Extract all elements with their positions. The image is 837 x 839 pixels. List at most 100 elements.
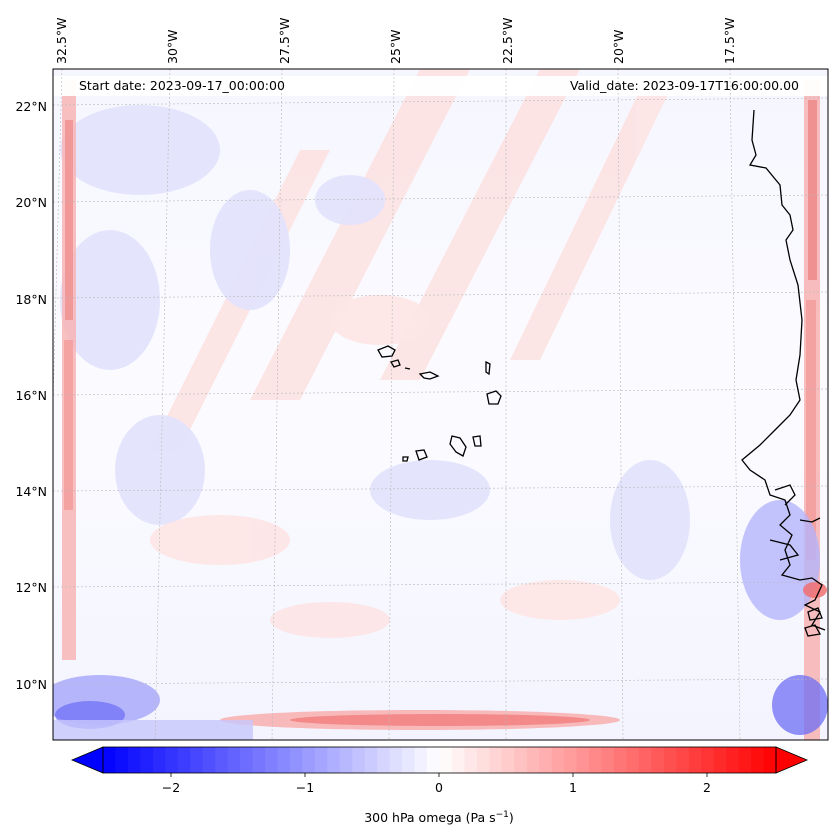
colorbar: −2 −1 0 1 2 300 hPa omega (Pa s−1) xyxy=(70,746,809,825)
colorbar-step xyxy=(589,747,603,773)
latitude-tick-labels: 22°N 20°N 18°N 16°N 14°N 12°N 10°N xyxy=(15,99,47,692)
colorbar-step xyxy=(427,747,441,773)
colorbar-step xyxy=(314,747,328,773)
colorbar-step xyxy=(252,747,266,773)
colorbar-step xyxy=(601,747,615,773)
lat-tick-label: 22°N xyxy=(15,99,47,114)
colorbar-extend-max xyxy=(775,746,809,774)
africa-coastline xyxy=(741,109,826,631)
colorbar-step xyxy=(676,747,690,773)
colorbar-step xyxy=(526,747,540,773)
colorbar-step xyxy=(501,747,515,773)
colorbar-step xyxy=(140,747,154,773)
island-sao-vicente xyxy=(390,359,401,368)
island-sal xyxy=(485,360,491,376)
lat-tick-label: 16°N xyxy=(15,388,47,403)
graticule xyxy=(53,69,828,740)
lat-tick-label: 10°N xyxy=(15,677,47,692)
lon-tick-label: 20°W xyxy=(611,29,626,64)
colorbar-tick-label: −2 xyxy=(162,780,180,795)
colorbar-label-sup: −1 xyxy=(496,810,509,820)
colorbar-step xyxy=(339,747,353,773)
island-sao-nicolau xyxy=(418,371,440,380)
colorbar-step xyxy=(576,747,590,773)
colorbar-step xyxy=(564,747,578,773)
colorbar-step xyxy=(202,747,216,773)
colorbar-step xyxy=(626,747,640,773)
colorbar-step xyxy=(763,747,777,773)
island-boa-vista xyxy=(486,390,502,405)
colorbar-label-end: ) xyxy=(509,810,514,825)
valid-date-label: Valid_date: 2023-09-17T16:00:00.00 xyxy=(570,78,799,93)
start-date-label: Start date: 2023-09-17_00:00:00 xyxy=(79,78,285,93)
colorbar-label: 300 hPa omega (Pa s−1) xyxy=(364,810,514,825)
colorbar-step xyxy=(240,747,254,773)
colorbar-step xyxy=(514,747,528,773)
colorbar-label-main: 300 hPa omega (Pa s xyxy=(364,810,495,825)
island-santo-antao xyxy=(377,345,396,358)
colorbar-step xyxy=(364,747,378,773)
colorbar-tick-label: 1 xyxy=(569,780,577,795)
lat-tick-label: 14°N xyxy=(15,484,47,499)
colorbar-step xyxy=(638,747,652,773)
colorbar-step xyxy=(289,747,303,773)
colorbar-extend-min xyxy=(70,746,104,774)
colorbar-step xyxy=(713,747,727,773)
colorbar-step xyxy=(190,747,204,773)
island-maio xyxy=(472,435,482,447)
island-santiago xyxy=(449,435,467,457)
colorbar-step xyxy=(103,747,117,773)
colorbar-step xyxy=(327,747,341,773)
lat-tick-label: 18°N xyxy=(15,292,47,307)
colorbar-step xyxy=(613,747,628,773)
colorbar-step xyxy=(227,747,241,773)
island-fogo xyxy=(415,449,428,461)
colorbar-step xyxy=(277,747,291,773)
map-frame xyxy=(52,68,829,741)
colorbar-step xyxy=(551,747,565,773)
colorbar-step xyxy=(688,747,702,773)
colorbar-step xyxy=(539,747,553,773)
island-brava xyxy=(402,456,409,462)
lat-tick-label: 12°N xyxy=(15,580,47,595)
lon-tick-label: 27.5°W xyxy=(277,18,292,64)
colorbar-step xyxy=(751,747,765,773)
colorbar-step xyxy=(352,747,366,773)
colorbar-step xyxy=(302,747,316,773)
colorbar-tick-label: 2 xyxy=(703,780,711,795)
colorbar-step xyxy=(115,747,129,773)
colorbar-step xyxy=(377,747,391,773)
colorbar-step xyxy=(439,747,453,773)
colorbar-ticks xyxy=(170,773,708,777)
coastline xyxy=(741,109,826,637)
colorbar-step xyxy=(476,747,490,773)
colorbar-step xyxy=(152,747,166,773)
colorbar-step xyxy=(127,747,141,773)
colorbar-step xyxy=(738,747,752,773)
colorbar-step xyxy=(651,747,665,773)
colorbar-step xyxy=(165,747,179,773)
colorbar-step xyxy=(215,747,229,773)
colorbar-step xyxy=(389,747,403,773)
colorbar-step xyxy=(663,747,677,773)
omega-field xyxy=(53,69,828,740)
cape-verde-islands xyxy=(377,345,502,462)
colorbar-step xyxy=(726,747,740,773)
colorbar-outline xyxy=(102,746,777,774)
colorbar-step xyxy=(414,747,428,773)
lon-tick-label: 25°W xyxy=(388,29,403,64)
colorbar-step xyxy=(451,747,466,773)
longitude-tick-labels: 32.5°W 30°W 27.5°W 25°W 22.5°W 20°W 17.5… xyxy=(54,18,737,64)
lat-tick-label: 20°N xyxy=(15,195,47,210)
colorbar-steps xyxy=(103,747,777,773)
lon-tick-label: 32.5°W xyxy=(54,18,69,64)
colorbar-step xyxy=(464,747,478,773)
lon-tick-label: 22.5°W xyxy=(500,18,515,64)
lon-tick-label: 17.5°W xyxy=(722,18,737,64)
lon-tick-label: 30°W xyxy=(165,29,180,64)
colorbar-step xyxy=(701,747,715,773)
colorbar-tick-label: 0 xyxy=(435,780,443,795)
colorbar-step xyxy=(489,747,503,773)
colorbar-step xyxy=(265,747,279,773)
